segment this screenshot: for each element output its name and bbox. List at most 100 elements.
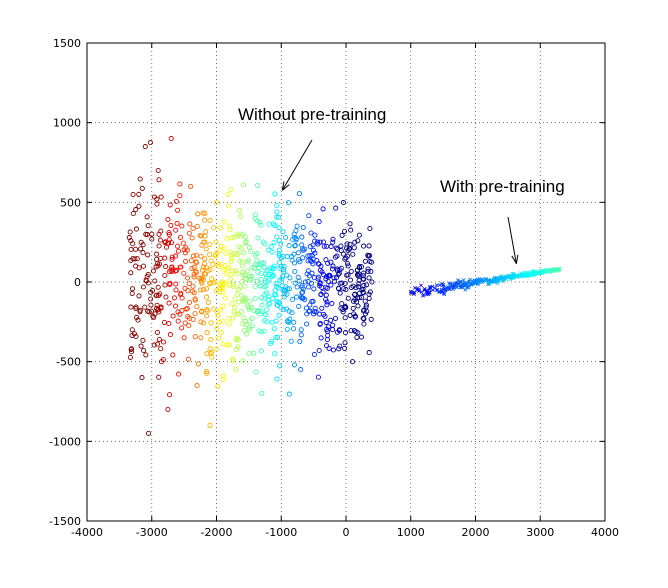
point-without-pretraining bbox=[353, 285, 359, 291]
point-without-pretraining bbox=[190, 253, 196, 259]
point-without-pretraining bbox=[294, 284, 300, 290]
point-without-pretraining bbox=[226, 321, 232, 327]
point-without-pretraining bbox=[320, 206, 326, 212]
point-without-pretraining bbox=[181, 270, 187, 276]
point-without-pretraining bbox=[150, 287, 156, 294]
point-with-pretraining bbox=[442, 291, 446, 295]
point-without-pretraining bbox=[235, 344, 241, 350]
point-with-pretraining bbox=[419, 283, 423, 288]
point-without-pretraining bbox=[253, 369, 259, 375]
point-without-pretraining bbox=[198, 253, 204, 259]
point-without-pretraining bbox=[226, 223, 233, 229]
point-without-pretraining bbox=[160, 339, 167, 345]
point-without-pretraining bbox=[325, 324, 331, 330]
point-without-pretraining bbox=[329, 266, 336, 272]
point-without-pretraining bbox=[207, 252, 213, 258]
point-without-pretraining bbox=[220, 303, 226, 309]
point-with-pretraining bbox=[509, 273, 514, 278]
point-without-pretraining bbox=[255, 269, 261, 275]
point-without-pretraining bbox=[228, 272, 234, 278]
point-without-pretraining bbox=[229, 356, 236, 362]
point-without-pretraining bbox=[141, 347, 147, 354]
point-without-pretraining bbox=[158, 304, 164, 310]
point-without-pretraining bbox=[317, 280, 323, 286]
point-without-pretraining bbox=[240, 321, 246, 327]
point-with-pretraining bbox=[479, 279, 484, 284]
point-without-pretraining bbox=[362, 258, 368, 264]
point-without-pretraining bbox=[224, 266, 230, 272]
point-without-pretraining bbox=[140, 263, 147, 269]
point-without-pretraining bbox=[225, 191, 231, 197]
point-without-pretraining bbox=[291, 260, 298, 266]
point-without-pretraining bbox=[323, 296, 329, 302]
point-without-pretraining bbox=[279, 283, 285, 289]
point-without-pretraining bbox=[252, 296, 258, 302]
point-without-pretraining bbox=[220, 373, 226, 379]
point-without-pretraining bbox=[296, 278, 302, 284]
point-without-pretraining bbox=[278, 305, 284, 311]
point-without-pretraining bbox=[330, 347, 336, 353]
point-without-pretraining bbox=[189, 235, 195, 241]
point-without-pretraining bbox=[363, 302, 369, 308]
point-without-pretraining bbox=[345, 272, 351, 278]
point-without-pretraining bbox=[306, 213, 312, 219]
y-tick-label: -500 bbox=[56, 356, 81, 369]
point-with-pretraining bbox=[462, 283, 467, 288]
point-without-pretraining bbox=[171, 295, 177, 301]
point-without-pretraining bbox=[368, 259, 375, 265]
point-without-pretraining bbox=[288, 338, 294, 344]
point-without-pretraining bbox=[241, 250, 247, 256]
point-without-pretraining bbox=[350, 251, 356, 257]
point-without-pretraining bbox=[210, 306, 216, 312]
point-without-pretraining bbox=[220, 318, 226, 324]
point-without-pretraining bbox=[342, 256, 348, 262]
point-without-pretraining bbox=[310, 247, 317, 253]
point-without-pretraining bbox=[337, 343, 343, 349]
point-without-pretraining bbox=[263, 274, 269, 280]
point-without-pretraining bbox=[137, 307, 143, 313]
point-with-pretraining bbox=[500, 277, 505, 281]
point-without-pretraining bbox=[204, 294, 210, 300]
point-without-pretraining bbox=[199, 275, 205, 281]
point-without-pretraining bbox=[334, 268, 341, 274]
point-without-pretraining bbox=[160, 357, 166, 363]
point-without-pretraining bbox=[364, 308, 370, 314]
point-without-pretraining bbox=[243, 331, 249, 337]
point-without-pretraining bbox=[289, 297, 296, 303]
point-with-pretraining bbox=[522, 273, 527, 278]
point-without-pretraining bbox=[170, 313, 176, 319]
point-without-pretraining bbox=[307, 243, 313, 250]
point-without-pretraining bbox=[236, 244, 242, 250]
point-without-pretraining bbox=[324, 326, 330, 332]
point-with-pretraining bbox=[508, 277, 513, 282]
point-without-pretraining bbox=[307, 308, 313, 314]
point-without-pretraining bbox=[198, 335, 204, 341]
point-without-pretraining bbox=[278, 241, 284, 247]
point-without-pretraining bbox=[135, 317, 141, 323]
point-without-pretraining bbox=[358, 334, 365, 340]
point-without-pretraining bbox=[320, 272, 327, 278]
point-without-pretraining bbox=[229, 235, 235, 241]
point-with-pretraining bbox=[440, 281, 444, 286]
point-without-pretraining bbox=[175, 243, 181, 249]
point-without-pretraining bbox=[193, 259, 199, 265]
point-without-pretraining bbox=[203, 246, 209, 252]
point-without-pretraining bbox=[299, 234, 305, 240]
point-without-pretraining bbox=[175, 248, 181, 254]
point-without-pretraining bbox=[276, 312, 282, 318]
point-with-pretraining bbox=[486, 282, 490, 286]
point-without-pretraining bbox=[234, 291, 240, 297]
point-without-pretraining bbox=[215, 383, 221, 389]
point-without-pretraining bbox=[303, 305, 310, 311]
point-without-pretraining bbox=[223, 250, 229, 256]
point-without-pretraining bbox=[158, 346, 164, 352]
point-without-pretraining bbox=[227, 315, 233, 322]
point-without-pretraining bbox=[286, 319, 292, 325]
point-without-pretraining bbox=[240, 299, 247, 305]
point-without-pretraining bbox=[177, 234, 184, 240]
point-without-pretraining bbox=[235, 286, 242, 292]
point-without-pretraining bbox=[167, 202, 173, 208]
point-without-pretraining bbox=[156, 261, 163, 267]
point-without-pretraining bbox=[265, 301, 271, 308]
point-without-pretraining bbox=[296, 303, 302, 309]
